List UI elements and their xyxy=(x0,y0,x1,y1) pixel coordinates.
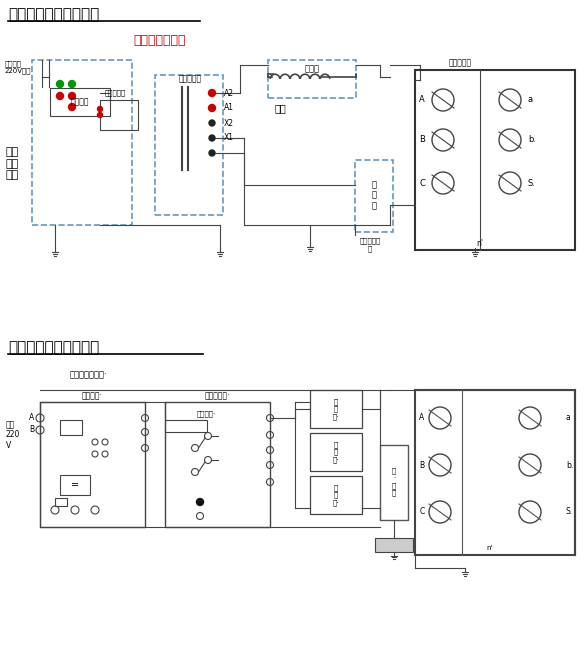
Circle shape xyxy=(97,107,103,111)
Circle shape xyxy=(69,104,76,111)
Bar xyxy=(310,390,362,428)
Bar xyxy=(60,475,90,495)
Bar xyxy=(310,476,362,514)
Bar xyxy=(268,60,356,98)
Text: a: a xyxy=(566,413,571,422)
Bar xyxy=(32,60,132,225)
Circle shape xyxy=(56,81,63,87)
Bar xyxy=(40,402,145,527)
Circle shape xyxy=(209,120,215,126)
Text: C: C xyxy=(420,508,425,516)
Bar xyxy=(380,445,408,520)
Text: n': n' xyxy=(476,238,483,247)
Text: 现场变压器试验模拟图: 现场变压器试验模拟图 xyxy=(8,340,99,355)
Text: a: a xyxy=(528,96,533,105)
Circle shape xyxy=(69,92,76,100)
Bar xyxy=(415,70,575,250)
Text: 高压变被试: 高压变被试 xyxy=(448,59,472,68)
Bar xyxy=(415,390,575,555)
Text: 激励变压器: 激励变压器 xyxy=(179,74,202,83)
Text: 分
·
压
器: 分 · 压 器 xyxy=(392,467,396,497)
Text: 分
压
器: 分 压 器 xyxy=(372,180,376,210)
Text: 现场变压器试验原理图: 现场变压器试验原理图 xyxy=(8,7,99,22)
Text: n': n' xyxy=(487,545,493,551)
Bar xyxy=(165,420,207,432)
Text: 串联谐振连接图·: 串联谐振连接图· xyxy=(70,370,108,380)
Text: 激励变压器·: 激励变压器· xyxy=(205,391,230,400)
Bar xyxy=(165,402,270,527)
Text: B: B xyxy=(29,426,35,434)
Circle shape xyxy=(209,105,216,111)
Text: A: A xyxy=(29,413,35,422)
Circle shape xyxy=(56,92,63,100)
Text: 电
抗
器·: 电 抗 器· xyxy=(333,398,339,420)
Circle shape xyxy=(69,81,76,87)
Text: 输入
220
V: 输入 220 V xyxy=(6,420,21,450)
Text: B: B xyxy=(419,135,425,145)
Text: 电抗器: 电抗器 xyxy=(305,64,319,74)
Text: 单相交流
220V输入: 单相交流 220V输入 xyxy=(5,60,32,74)
Circle shape xyxy=(209,135,215,141)
Text: 电
抗
器·: 电 抗 器· xyxy=(333,484,339,506)
Text: 接地必须可
靠: 接地必须可 靠 xyxy=(359,238,381,252)
Bar xyxy=(55,498,67,506)
Text: 变频电源·: 变频电源· xyxy=(81,391,103,400)
Text: S.: S. xyxy=(566,508,573,516)
Circle shape xyxy=(97,113,103,117)
Text: 串联谐振接线图: 串联谐振接线图 xyxy=(134,35,186,48)
Text: 串联: 串联 xyxy=(274,103,286,113)
Text: C: C xyxy=(419,178,425,187)
Text: A: A xyxy=(419,96,425,105)
Circle shape xyxy=(196,499,203,505)
Bar xyxy=(50,88,110,116)
Text: A1: A1 xyxy=(224,104,234,113)
Text: A: A xyxy=(420,413,425,422)
Text: B: B xyxy=(420,460,425,469)
Text: =: = xyxy=(71,480,79,490)
Bar xyxy=(310,433,362,471)
Text: S.: S. xyxy=(528,178,536,187)
Text: A2: A2 xyxy=(224,89,234,98)
Text: X1: X1 xyxy=(224,133,234,143)
Text: b.: b. xyxy=(528,135,536,145)
Text: 变频电源: 变频电源 xyxy=(71,98,89,107)
Text: b.: b. xyxy=(566,460,573,469)
Text: 输出变压器: 输出变压器 xyxy=(104,90,125,96)
Bar xyxy=(375,538,413,552)
Circle shape xyxy=(209,150,215,156)
Bar xyxy=(100,100,138,130)
Circle shape xyxy=(209,89,216,96)
Text: 仪器
单独
接地: 仪器 单独 接地 xyxy=(5,147,18,180)
Bar xyxy=(155,75,223,215)
Bar xyxy=(355,160,393,232)
Text: 风扇电源·: 风扇电源· xyxy=(197,411,216,417)
Bar xyxy=(60,420,82,435)
Text: 电
抗
器·: 电 抗 器· xyxy=(333,441,339,463)
Text: X2: X2 xyxy=(224,118,234,128)
